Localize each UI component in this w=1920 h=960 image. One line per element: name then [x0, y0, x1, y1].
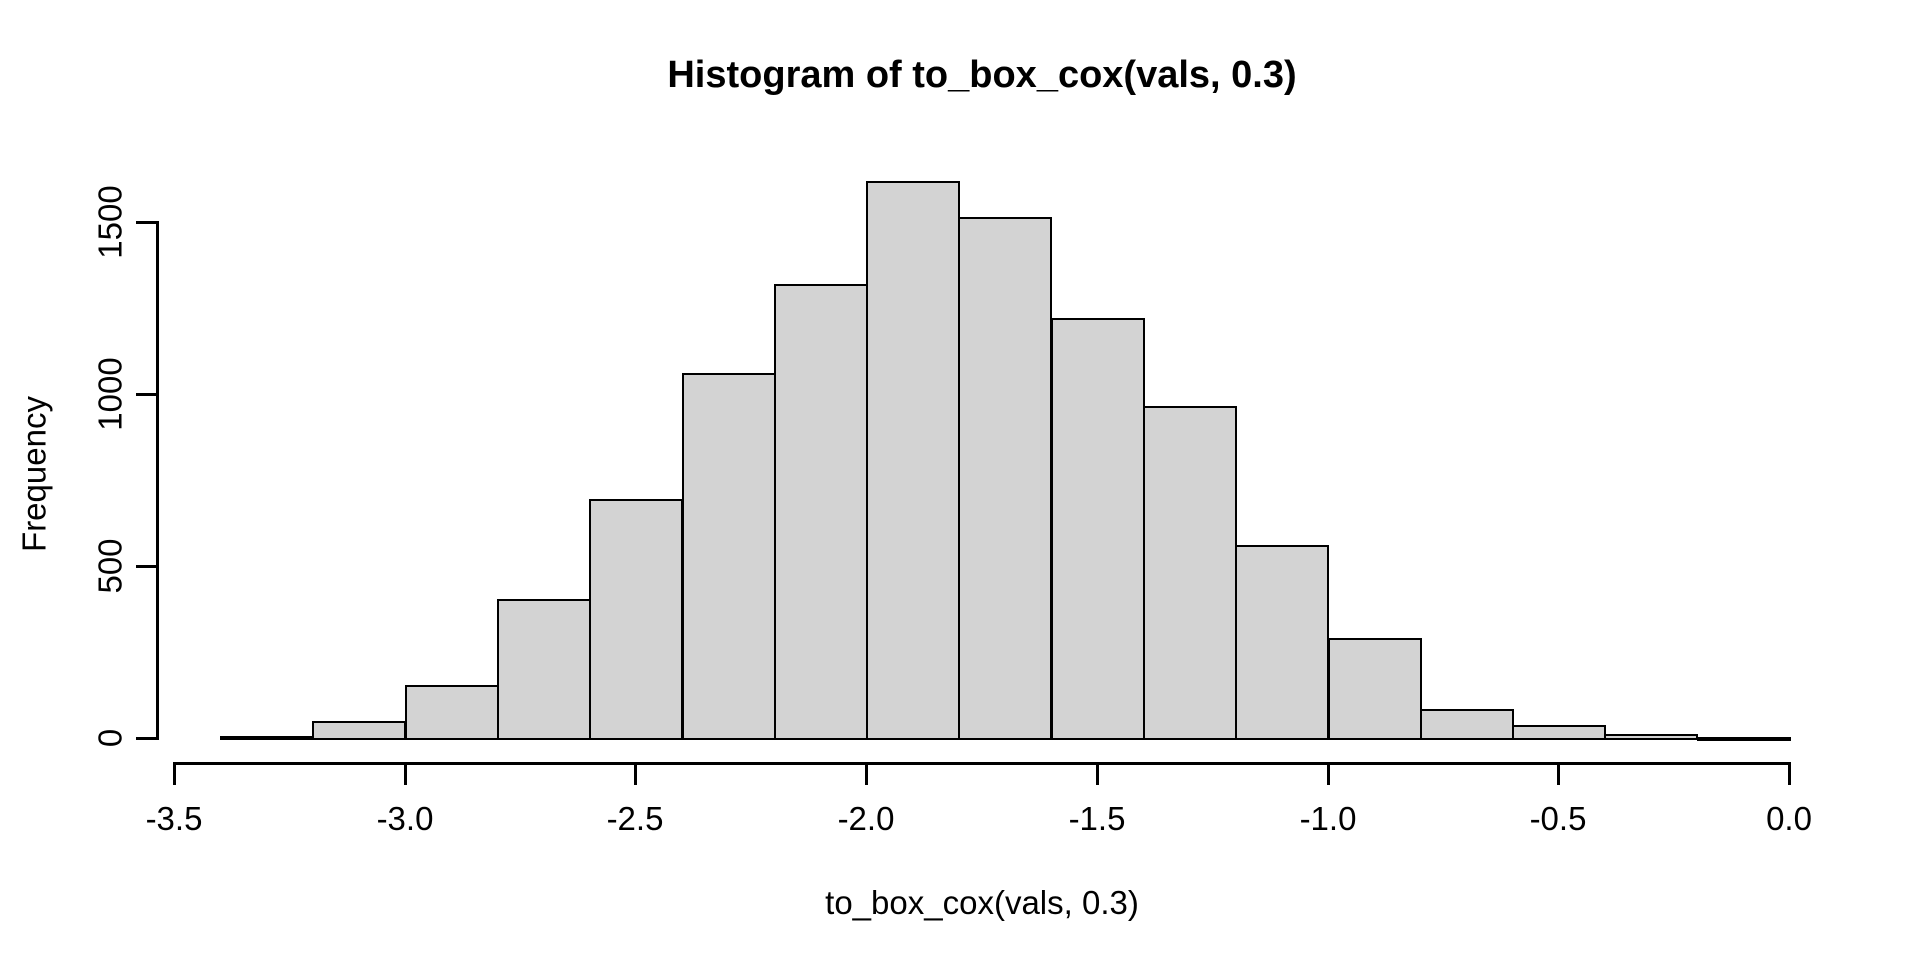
x-tick-label: -3.0	[376, 800, 434, 837]
y-axis-line	[156, 221, 159, 740]
x-tick-label: -2.5	[606, 800, 664, 837]
x-axis-line	[173, 762, 1791, 765]
histogram-bar	[220, 736, 314, 740]
y-tick-label: 1000	[91, 357, 129, 431]
x-axis-tick	[404, 762, 407, 785]
x-tick-label: -1.0	[1299, 800, 1357, 837]
histogram-bar	[497, 599, 591, 740]
x-axis-tick	[634, 762, 637, 785]
histogram-bar	[405, 685, 499, 740]
x-tick-label: 0.0	[1766, 800, 1812, 837]
y-tick-label: 500	[91, 538, 129, 594]
histogram-bar	[866, 181, 960, 740]
y-axis-tick	[136, 737, 156, 740]
x-axis-tick	[173, 762, 176, 785]
y-axis-tick	[136, 221, 156, 224]
y-axis-tick	[136, 393, 156, 396]
y-tick-label: 0	[91, 728, 129, 748]
x-tick-label: -3.5	[145, 800, 203, 837]
x-axis-tick	[1327, 762, 1330, 785]
histogram-bar	[1697, 737, 1791, 741]
x-tick-label: -0.5	[1529, 800, 1587, 837]
histogram-bar	[1512, 725, 1606, 740]
histogram-bar	[1420, 709, 1514, 740]
chart-title: Histogram of to_box_cox(vals, 0.3)	[667, 54, 1297, 96]
x-axis-tick	[1096, 762, 1099, 785]
histogram-bar	[682, 373, 776, 740]
x-axis-tick	[1557, 762, 1560, 785]
histogram-bar	[312, 721, 406, 740]
histogram-bar	[1143, 406, 1237, 740]
histogram-bar	[1604, 734, 1698, 740]
x-tick-label: -1.5	[1068, 800, 1126, 837]
x-axis-tick	[865, 762, 868, 785]
histogram-bar	[958, 217, 1052, 740]
y-axis-tick	[136, 565, 156, 568]
x-tick-label: -2.0	[837, 800, 895, 837]
histogram-bar	[774, 284, 868, 740]
histogram-bar	[1235, 545, 1329, 740]
histogram-bar	[589, 499, 683, 740]
histogram-bar	[1051, 318, 1145, 740]
x-axis-tick	[1788, 762, 1791, 785]
y-tick-label: 1500	[91, 185, 129, 259]
histogram-bar	[1328, 638, 1422, 740]
x-axis-title: to_box_cox(vals, 0.3)	[825, 884, 1139, 921]
